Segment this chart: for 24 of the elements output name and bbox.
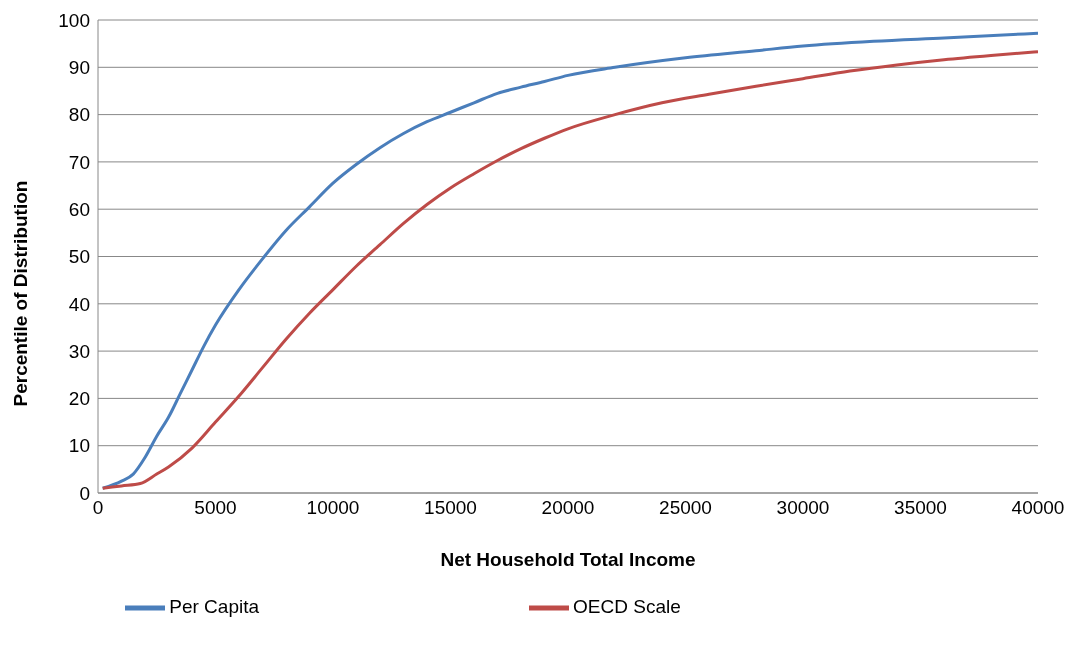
y-tick-label: 60	[68, 198, 90, 220]
legend-label: OECD Scale	[573, 596, 681, 618]
y-tick-label: 20	[68, 388, 90, 410]
legend-label: Per Capita	[169, 596, 260, 618]
x-axis-title: Net Household Total Income	[440, 549, 696, 570]
x-tick-label: 5000	[194, 497, 237, 519]
y-tick-label: 30	[68, 340, 90, 362]
y-tick-label: 10	[68, 435, 90, 457]
x-tick-label: 30000	[776, 497, 830, 519]
x-tick-label: 40000	[1011, 497, 1065, 519]
x-tick-label: 20000	[541, 497, 595, 519]
y-axis-title: Percentile of Distribution	[9, 180, 31, 407]
y-tick-label: 80	[68, 104, 90, 126]
y-tick-label: 100	[58, 9, 90, 31]
x-tick-label: 35000	[894, 497, 947, 519]
x-tick-label: 25000	[659, 497, 712, 519]
y-tick-label: 90	[68, 57, 90, 79]
y-tick-label: 50	[68, 246, 90, 268]
y-tick-label: 0	[79, 482, 90, 504]
x-tick-label: 0	[92, 497, 104, 519]
x-tick-label: 15000	[424, 497, 477, 519]
y-tick-label: 70	[68, 151, 90, 173]
y-tick-label: 40	[68, 293, 90, 315]
x-tick-label: 10000	[306, 497, 360, 519]
